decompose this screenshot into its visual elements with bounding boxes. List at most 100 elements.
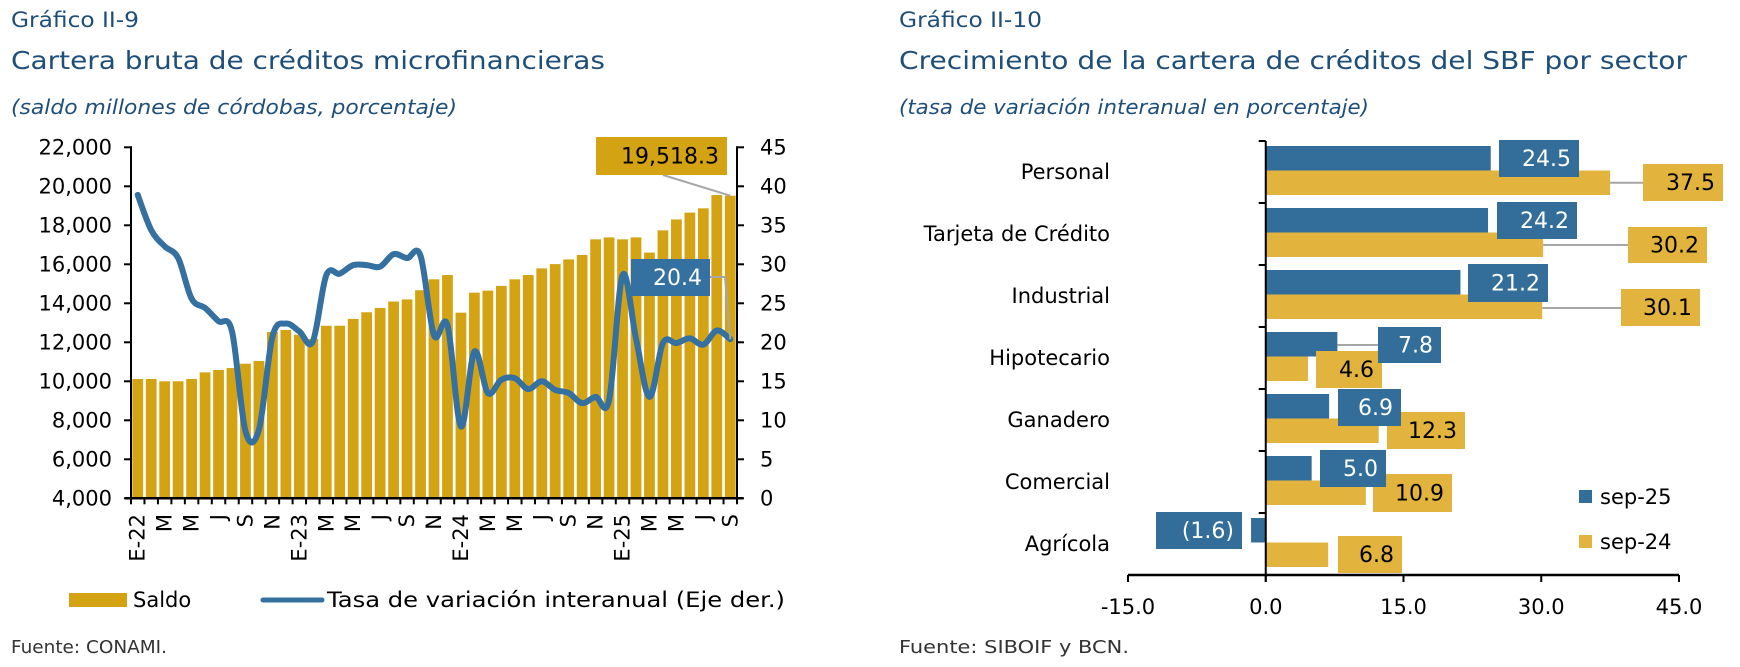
data-label-sep-24: 6.8 (1359, 543, 1394, 568)
data-label-sep-24: 37.5 (1666, 171, 1715, 196)
x-tick-label: E-22 (126, 514, 150, 562)
category-label: Personal (1021, 160, 1110, 184)
bar-sep-25 (1265, 270, 1461, 295)
x-tick-label: S (718, 514, 742, 527)
saldo-bar (132, 378, 144, 499)
x-tick-label: 0.0 (1249, 595, 1282, 619)
saldo-bar (307, 338, 319, 499)
x-tick-label: M (314, 514, 338, 532)
left-y-tick-label: 8,000 (52, 408, 112, 432)
legend-label-sep-24: sep-24 (1600, 530, 1672, 554)
saldo-bar (442, 275, 453, 499)
left-y-tick-label: 22,000 (39, 135, 112, 159)
data-label-sep-24: 10.9 (1395, 482, 1444, 507)
right-y-tick-label: 5 (760, 447, 773, 471)
legend-label-sep-25: sep-25 (1600, 485, 1672, 509)
saldo-bar (509, 279, 521, 499)
x-tick-label: M (637, 514, 661, 532)
data-label-box-sep-25 (1378, 327, 1441, 363)
data-label-leader (710, 276, 732, 340)
chart-subtitle: (saldo millones de córdobas, porcentaje) (11, 95, 457, 119)
data-label-box (631, 259, 710, 296)
data-label-leader (662, 174, 731, 197)
saldo-bar (280, 330, 292, 499)
saldo-bar (657, 230, 669, 499)
data-label-sep-24: 12.3 (1408, 419, 1457, 444)
saldo-bar (226, 368, 238, 499)
category-label: Ganadero (1007, 408, 1110, 432)
left-y-tick-label: 4,000 (52, 486, 112, 510)
chart-1-data-labels: 19,518.3 20.4 (596, 137, 732, 340)
left-y-tick-label: 6,000 (52, 447, 112, 471)
bar-sep-25 (1265, 146, 1491, 171)
x-tick-label: E-23 (287, 514, 311, 562)
category-label: Agrícola (1025, 532, 1110, 556)
chart-1-axes: 4,000 6,000 8,000 10,000 12,000 14,000 16,000 1… (39, 135, 787, 561)
x-tick-label: N (260, 514, 284, 530)
data-label-box-sep-25 (1320, 450, 1386, 487)
chart-title: Cartera bruta de créditos microfinancier… (11, 46, 605, 75)
saldo-bar (684, 212, 696, 499)
saldo-bar (186, 378, 197, 499)
x-tick-label: S (395, 514, 419, 527)
saldo-bar (469, 292, 480, 499)
category-label: Tarjeta de Crédito (923, 222, 1110, 246)
left-y-tick-label: 20,000 (39, 174, 112, 198)
category-label: Comercial (1005, 470, 1110, 494)
data-label-box-sep-25 (1499, 140, 1579, 177)
saldo-bar (199, 372, 211, 499)
x-tick-label: -15.0 (1101, 595, 1155, 619)
sector-bars: Personal Tarjeta de Crédito Industrial Hipo… (923, 146, 1611, 567)
x-tick-label: E-24 (449, 514, 473, 562)
left-y-tick-label: 10,000 (39, 369, 112, 393)
tasa-line (134, 191, 734, 446)
chart-2-axes: -15.0 0.0 15.0 30.0 45.0 (1101, 140, 1703, 619)
bar-sep-24 (1265, 356, 1308, 381)
saldo-bar (374, 307, 386, 499)
right-y-tick-label: 20 (760, 330, 787, 354)
x-tick-label: J (368, 514, 392, 522)
data-label-box-sep-25 (1468, 264, 1548, 302)
saldo-bar (711, 195, 723, 499)
category-label: Industrial (1012, 284, 1111, 308)
saldo-bar (644, 252, 655, 499)
legend-label-tasa: Tasa de variación interanual (Eje der.) (326, 588, 785, 612)
x-tick-label: J (691, 514, 715, 522)
x-tick-label: J (207, 514, 231, 522)
saldo-bar (388, 301, 399, 499)
panel-2-header: Gráfico II-10 Crecimiento de la cartera … (899, 8, 1688, 119)
data-label-sep-25: 21.2 (1491, 272, 1540, 297)
data-label: 19,518.3 (621, 145, 719, 170)
figure-number: Gráfico II-10 (899, 8, 1042, 32)
figure-number: Gráfico II-9 (11, 8, 139, 32)
saldo-bar (415, 290, 426, 499)
saldo-bar (495, 285, 507, 499)
x-tick-label: S (557, 514, 581, 527)
x-tick-label: M (476, 514, 500, 532)
saldo-bar (347, 318, 359, 499)
data-label-box-sep-24 (1316, 351, 1382, 388)
saldo-bars (132, 195, 736, 499)
chart-1-source: Fuente: CONAMI. (11, 637, 167, 658)
left-y-tick-label: 14,000 (39, 291, 112, 315)
x-tick-label: 45.0 (1656, 595, 1703, 619)
x-tick-label: S (233, 514, 257, 527)
data-label-sep-25: 7.8 (1398, 334, 1433, 359)
chart-subtitle: (tasa de variación interanual en porcent… (899, 95, 1369, 119)
x-tick-label: M (664, 514, 688, 532)
data-label-box-sep-24 (1621, 289, 1700, 326)
chart-2-data-labels: 37.5 30.2 30.1 4.6 12.3 10.9 6.8 24.5 24.2 21.2 7.… (1156, 140, 1723, 573)
saldo-bar (213, 369, 224, 499)
x-tick-label: M (153, 514, 177, 532)
x-tick-label: N (584, 514, 608, 530)
tasa-series (134, 191, 734, 446)
chart-1-legend: Saldo Tasa de variación interanual (Eje … (69, 588, 785, 612)
right-y-tick-label: 10 (760, 408, 787, 432)
x-tick-label: J (530, 514, 554, 522)
chart-2-plot: Personal Tarjeta de Crédito Industrial Hipo… (923, 140, 1723, 619)
legend-label-saldo: Saldo (133, 588, 191, 612)
data-label-sep-24: 30.1 (1643, 296, 1692, 321)
x-tick-label: 30.0 (1518, 595, 1565, 619)
data-label-sep-24: 4.6 (1339, 358, 1374, 383)
